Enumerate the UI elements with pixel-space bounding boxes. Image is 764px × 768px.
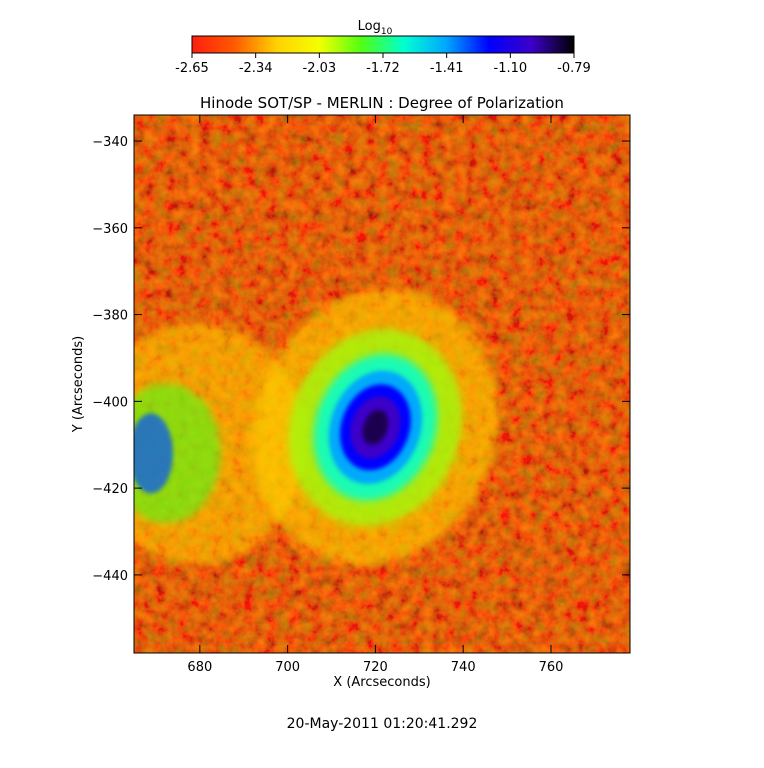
x-tick-label: 760: [539, 660, 564, 675]
heatmap-image: [134, 115, 630, 653]
colorbar-tick-label: -1.10: [494, 61, 528, 76]
colorbar-label: Log10: [358, 19, 393, 37]
colorbar-tick-label: -2.34: [239, 61, 273, 76]
x-tick-label: 680: [187, 660, 212, 675]
timestamp: 20-May-2011 01:20:41.292: [287, 716, 478, 732]
colorbar-ticks: -2.65 -2.34 -2.03 -1.72 -1.41 -1.10 -0.79: [175, 53, 591, 76]
plage-core: [134, 413, 173, 494]
colorbar: [191, 35, 575, 54]
x-tick-label: 740: [451, 660, 476, 675]
colorbar-tick-label: -2.65: [175, 61, 209, 76]
y-tick-label: −340: [92, 135, 128, 150]
y-tick-label: −380: [92, 309, 128, 324]
chart-title: Hinode SOT/SP - MERLIN : Degree of Polar…: [200, 94, 564, 112]
plot-frame: [133, 114, 631, 654]
x-tick-label: 700: [275, 660, 300, 675]
sunspot-ring: [362, 409, 389, 445]
y-tick-label: −360: [92, 222, 128, 237]
y-tick-label: −420: [92, 482, 128, 497]
x-tick-label: 720: [363, 660, 388, 675]
y-tick-label: −440: [92, 569, 128, 584]
colorbar-tick-label: -2.03: [303, 61, 337, 76]
axis-ticks: 680 700 720 740 760 −340 −360 −380 −400 −420 −440: [92, 115, 630, 675]
colorbar-tick-label: -1.72: [366, 61, 400, 76]
y-axis-label: Y (Arcseconds): [71, 336, 86, 433]
colorbar-tick-label: -1.41: [430, 61, 464, 76]
x-axis-label: X (Arcseconds): [333, 675, 430, 690]
colorbar-tick-label: -0.79: [557, 61, 591, 76]
y-tick-label: −400: [92, 395, 128, 410]
